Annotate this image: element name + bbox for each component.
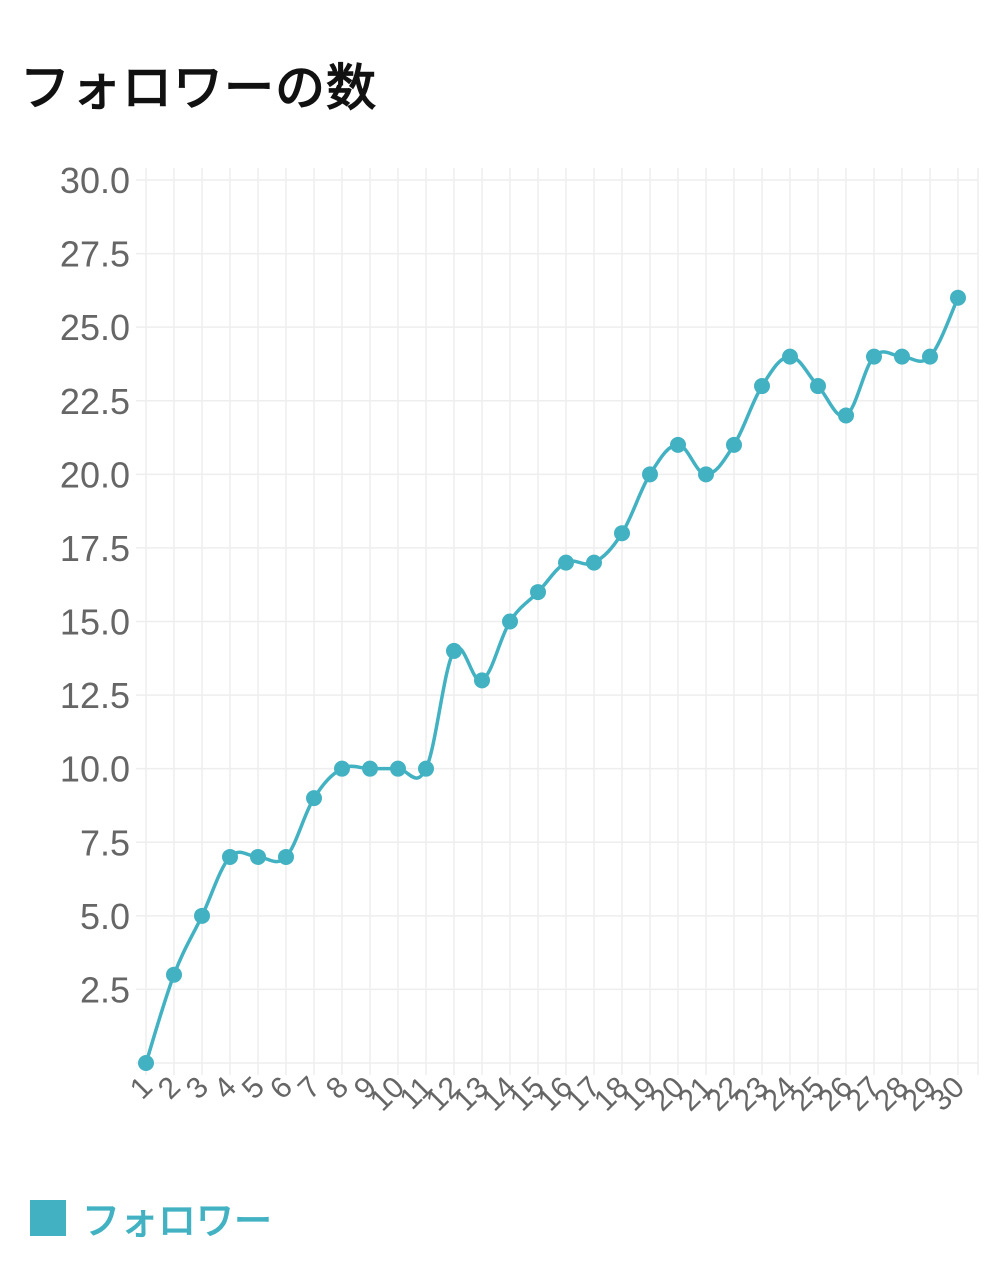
x-tick-label: 7 [292, 1071, 327, 1106]
data-point [726, 436, 742, 453]
y-tick-label: 10.0 [60, 749, 130, 790]
legend-label: フォロワー [82, 1199, 273, 1243]
data-point [474, 672, 490, 689]
data-point [446, 642, 462, 659]
x-tick-label: 4 [208, 1071, 243, 1106]
series-line [144, 296, 960, 1064]
data-point [670, 436, 686, 453]
data-point [166, 966, 182, 983]
data-point [418, 760, 434, 777]
chart-legend[interactable]: フォロワー [30, 1190, 272, 1245]
data-point [950, 289, 966, 306]
y-tick-label: 20.0 [60, 454, 130, 495]
data-point [586, 554, 602, 571]
data-point [838, 407, 854, 424]
x-tick-label: 5 [236, 1071, 271, 1106]
x-tick-label: 6 [264, 1071, 299, 1106]
y-tick-label: 22.5 [60, 381, 130, 422]
y-tick-label: 2.5 [80, 969, 130, 1010]
legend-swatch [30, 1199, 66, 1236]
x-tick-label: 1 [124, 1071, 159, 1106]
data-point [642, 466, 658, 483]
data-point [138, 1055, 154, 1071]
x-tick-label: 2 [152, 1071, 187, 1106]
data-point [894, 348, 910, 365]
data-point [698, 466, 714, 483]
data-point [362, 760, 378, 777]
y-tick-label: 17.5 [60, 528, 130, 569]
page-title: フォロワーの数 [20, 59, 377, 117]
data-point [502, 613, 518, 630]
x-tick-label: 3 [180, 1071, 215, 1106]
y-tick-label: 5.0 [80, 896, 130, 937]
data-point [306, 790, 322, 807]
data-point [782, 348, 798, 365]
y-tick-label: 15.0 [60, 602, 130, 643]
y-tick-label: 25.0 [60, 307, 130, 348]
data-point [194, 907, 210, 924]
data-point [278, 848, 294, 865]
y-tick-label: 7.5 [80, 822, 130, 863]
data-point [922, 348, 938, 365]
data-point [810, 378, 826, 395]
data-point [754, 378, 770, 395]
x-tick-label: 8 [320, 1071, 355, 1106]
data-point [390, 760, 406, 777]
data-point [250, 848, 266, 865]
y-tick-label: 27.5 [60, 234, 130, 275]
data-point [558, 554, 574, 571]
line-chart: 2.5 5.0 7.5 10.0 12.5 15.0 17.5 20.0 22.5 25.0 27.… [60, 160, 979, 1118]
data-point [530, 584, 546, 601]
x-tick-label: 30 [924, 1071, 971, 1118]
y-tick-label: 12.5 [60, 675, 130, 716]
data-point [866, 348, 882, 365]
data-point [614, 525, 630, 542]
data-point [222, 848, 238, 865]
y-tick-label: 30.0 [60, 160, 130, 201]
data-point [334, 760, 350, 777]
